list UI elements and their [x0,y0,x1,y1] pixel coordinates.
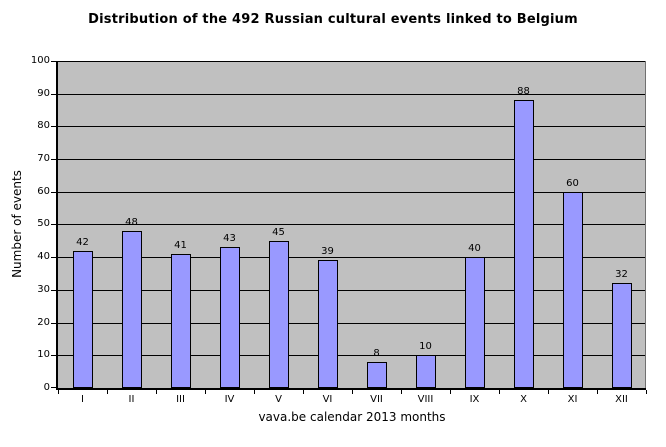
gridline [58,257,645,258]
x-axis-tick [303,390,304,394]
y-axis-tick [51,61,56,62]
x-axis-tick [205,390,206,394]
x-axis-tick [646,390,647,394]
bar-value-label: 8 [373,348,380,359]
bar [171,254,191,388]
bar-value-label: 88 [517,86,530,97]
y-tick-label: 40 [37,251,50,262]
gridline [58,323,645,324]
gridline [58,159,645,160]
y-tick-label: 70 [37,153,50,164]
bar [318,260,338,388]
x-axis-line [56,388,646,390]
bar-value-label: 45 [272,227,285,238]
x-tick-label: II [128,394,135,405]
y-axis-tick [51,387,56,388]
y-axis-tick [51,323,56,324]
x-tick-label: VI [322,394,333,405]
x-tick-label: IX [469,394,480,405]
x-axis-tick [352,390,353,394]
x-tick-label: I [81,394,84,405]
bar [514,100,534,388]
y-tick-label: 100 [30,55,50,66]
x-axis-tick [58,390,59,394]
x-tick-label: XI [567,394,578,405]
x-axis-tick [401,390,402,394]
bar-value-label: 32 [615,269,628,280]
x-tick-label: XII [615,394,628,405]
bar-value-label: 48 [125,217,138,228]
x-axis-tick [548,390,549,394]
bar [563,192,583,388]
bar-value-label: 41 [174,240,187,251]
gridline [58,290,645,291]
bar [612,283,632,388]
x-axis-tick [499,390,500,394]
bar-value-label: 42 [76,237,89,248]
bar [465,257,485,388]
x-tick-label: V [275,394,282,405]
y-tick-label: 10 [37,349,50,360]
y-axis-tick [51,159,56,160]
x-tick-label: IV [224,394,235,405]
y-tick-label: 90 [37,88,50,99]
y-axis-tick [51,192,56,193]
y-tick-label: 60 [37,186,50,197]
gridline [58,192,645,193]
y-tick-label: 0 [43,382,50,393]
bar-value-label: 43 [223,233,236,244]
y-axis-line [56,61,58,390]
x-axis-tick [450,390,451,394]
gridline [58,94,645,95]
y-axis-tick [51,355,56,356]
bar-value-label: 40 [468,243,481,254]
y-axis-tick [51,224,56,225]
x-tick-label: VIII [417,394,434,405]
x-axis-tick [156,390,157,394]
bar [367,362,387,388]
bar-value-label: 60 [566,178,579,189]
y-tick-label: 30 [37,284,50,295]
bar [73,251,93,388]
plot-area: 42 48 41 43 45 39 8 10 40 88 60 32 [58,61,646,388]
chart-title: Distribution of the 492 Russian cultural… [88,12,578,27]
gridline [58,355,645,356]
x-axis-tick [597,390,598,394]
x-axis-tick [254,390,255,394]
gridline [58,224,645,225]
y-tick-label: 20 [37,317,50,328]
y-axis-tick [51,126,56,127]
x-tick-label: VII [370,394,383,405]
bar [220,247,240,388]
x-tick-label: III [176,394,185,405]
bar [269,241,289,388]
bar-value-label: 39 [321,246,334,257]
bar-value-label: 10 [419,341,432,352]
y-tick-label: 80 [37,120,50,131]
bar [122,231,142,388]
gridline [58,61,645,62]
x-tick-label: X [520,394,527,405]
y-axis-tick [51,257,56,258]
x-axis-tick [107,390,108,394]
y-tick-label: 50 [37,218,50,229]
y-axis-tick [51,290,56,291]
gridline [58,126,645,127]
bar [416,355,436,388]
y-axis-tick [51,94,56,95]
x-axis-title: vava.be calendar 2013 months [258,410,446,424]
